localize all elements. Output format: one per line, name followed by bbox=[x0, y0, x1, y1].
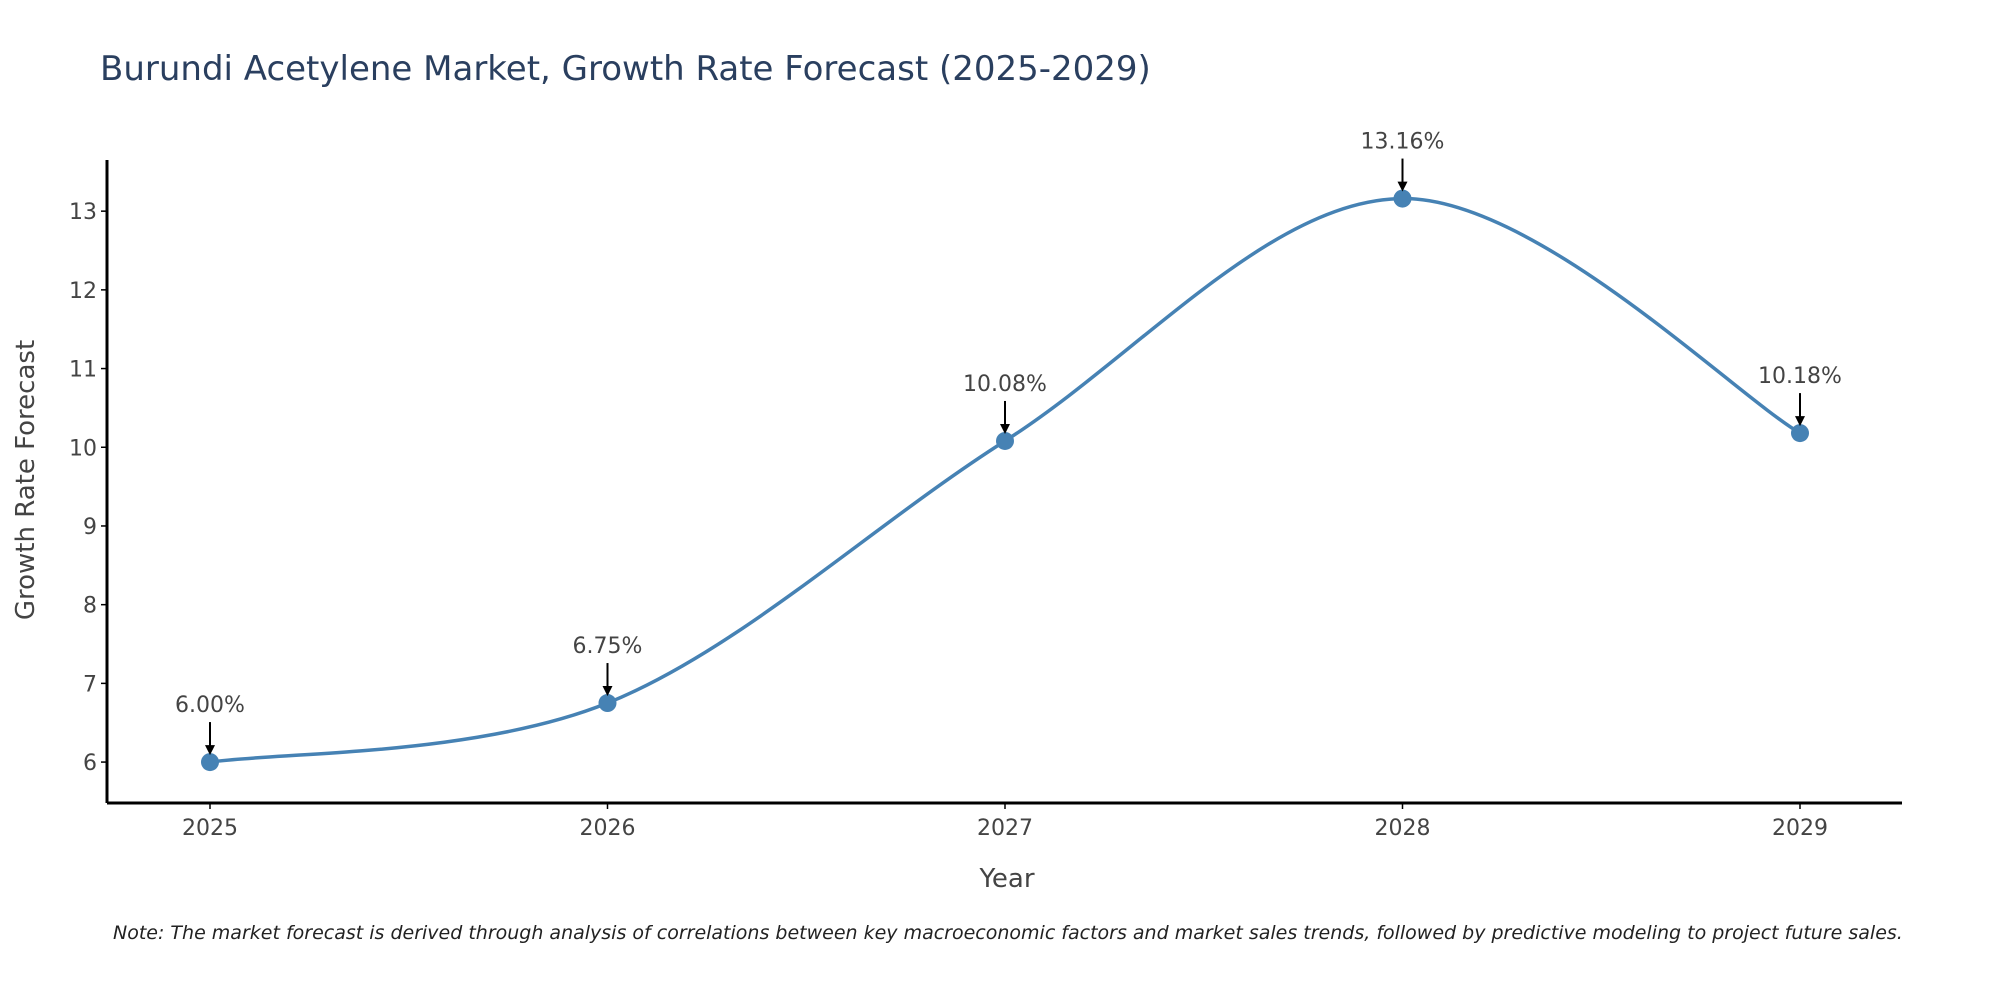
y-tick-label: 13 bbox=[69, 200, 97, 225]
data-point bbox=[1393, 189, 1412, 208]
data-point bbox=[1791, 424, 1809, 443]
data-point bbox=[201, 753, 219, 772]
x-axis-ticks: 2025 2026 2027 2028 2029 bbox=[182, 803, 1828, 841]
y-tick-label: 7 bbox=[83, 672, 97, 697]
y-axis-ticks: 6 7 8 9 10 11 12 13 bbox=[69, 200, 107, 776]
data-label: 10.18% bbox=[1758, 364, 1842, 389]
data-point bbox=[598, 694, 617, 713]
x-tick-label: 2029 bbox=[1772, 816, 1828, 841]
data-label: 6.00% bbox=[175, 693, 245, 718]
y-tick-label: 11 bbox=[69, 358, 97, 383]
data-label: 13.16% bbox=[1361, 130, 1445, 155]
data-label: 10.08% bbox=[963, 372, 1047, 397]
chart-title: Burundi Acetylene Market, Growth Rate Fo… bbox=[100, 49, 1151, 89]
x-axis-title: Year bbox=[978, 864, 1034, 894]
x-tick-label: 2026 bbox=[580, 816, 636, 841]
chart-note: Note: The market forecast is derived thr… bbox=[113, 922, 1903, 944]
y-tick-label: 9 bbox=[83, 515, 97, 540]
x-tick-label: 2027 bbox=[977, 816, 1033, 841]
series-markers bbox=[201, 189, 1809, 772]
data-label: 6.75% bbox=[573, 634, 643, 659]
y-tick-label: 10 bbox=[69, 436, 97, 461]
data-point bbox=[996, 431, 1014, 450]
x-tick-label: 2025 bbox=[182, 816, 238, 841]
y-tick-label: 8 bbox=[83, 594, 97, 619]
x-tick-label: 2028 bbox=[1375, 816, 1431, 841]
y-tick-label: 6 bbox=[83, 751, 97, 776]
series-line bbox=[209, 196, 1801, 764]
data-annotations: 6.00% 6.75% 10.08% 13.16% 10.18% bbox=[175, 130, 1842, 756]
y-tick-label: 12 bbox=[69, 279, 97, 304]
y-axis-title: Growth Rate Forecast bbox=[11, 340, 41, 620]
